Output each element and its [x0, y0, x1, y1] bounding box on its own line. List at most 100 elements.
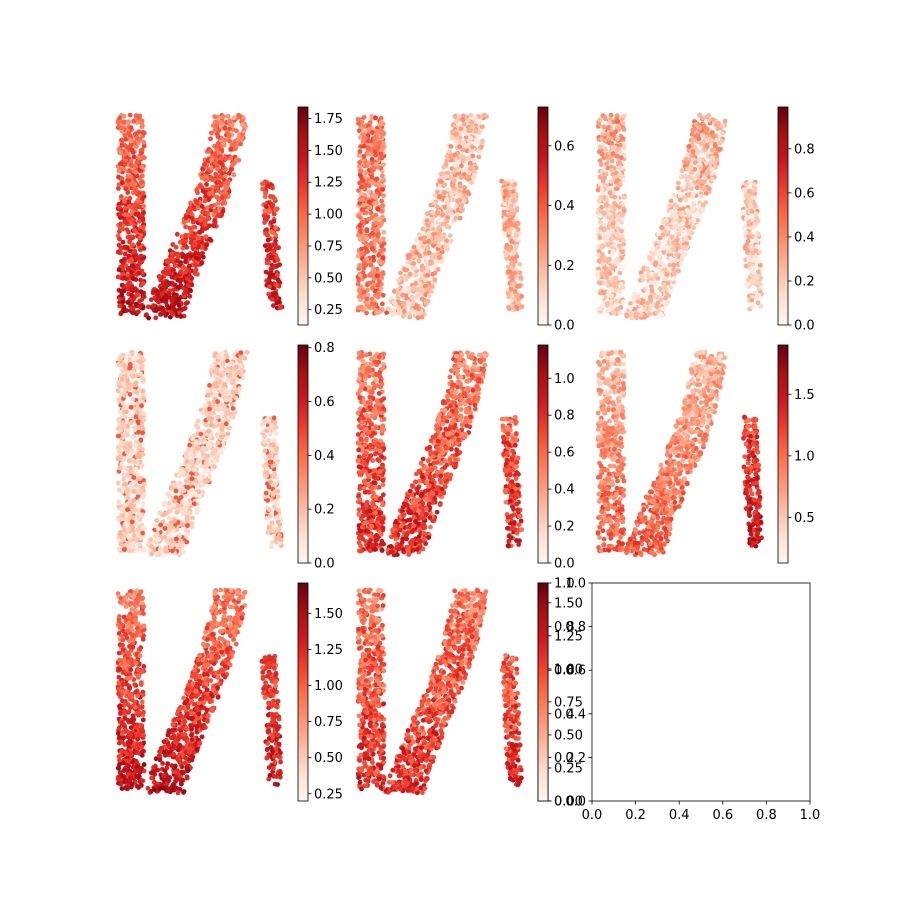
- scatter-point: [749, 208, 755, 214]
- scatter-point: [481, 112, 487, 118]
- scatter-point: [128, 234, 134, 240]
- scatter-point: [270, 249, 276, 255]
- scatter-point: [670, 246, 676, 252]
- scatter-point: [211, 212, 217, 218]
- scatter-point: [141, 139, 147, 145]
- scatter-point: [127, 168, 133, 174]
- scatter-point: [231, 115, 237, 121]
- scatter-point: [603, 171, 609, 177]
- scatter-point: [507, 230, 513, 235]
- scatter-point: [130, 275, 136, 281]
- scatter-point: [667, 288, 673, 294]
- scatter-point: [745, 277, 751, 283]
- scatter-point: [173, 244, 179, 250]
- scatter-point: [162, 282, 167, 288]
- scatter-point: [375, 206, 381, 212]
- scatter-point: [465, 118, 470, 124]
- scatter-point: [219, 170, 225, 176]
- scatter-point: [648, 296, 653, 302]
- scatter-point: [710, 117, 716, 123]
- scatter-point: [655, 244, 660, 250]
- scatter-point: [617, 289, 623, 295]
- scatter-point: [276, 299, 282, 305]
- scatter-point: [181, 242, 187, 248]
- scatter-point: [756, 286, 762, 292]
- scatter-point: [410, 287, 416, 292]
- scatter-point: [134, 287, 139, 293]
- scatter-point: [607, 256, 612, 262]
- scatter-point: [678, 228, 684, 234]
- scatter-points: [595, 112, 764, 321]
- scatter-point: [153, 315, 159, 321]
- scatter-point: [415, 287, 421, 292]
- scatter-point: [215, 134, 221, 140]
- scatter-point: [748, 272, 754, 278]
- scatter-point: [391, 289, 397, 294]
- scatter-point: [264, 257, 270, 262]
- scatter-point: [121, 119, 126, 125]
- scatter-point: [263, 204, 269, 210]
- scatter-point: [122, 251, 128, 257]
- scatter-point: [432, 277, 438, 283]
- scatter-point: [376, 181, 381, 187]
- scatter-point: [271, 438, 277, 443]
- scatter-point: [460, 158, 466, 164]
- scatter-point: [263, 190, 268, 196]
- scatter-point: [434, 259, 440, 265]
- scatter-point: [151, 303, 156, 308]
- scatter-point: [187, 273, 193, 279]
- scatter-point: [273, 282, 279, 288]
- scatter-point: [754, 294, 760, 300]
- scatter-point: [135, 198, 141, 204]
- scatter-point: [695, 173, 700, 179]
- scatter-point: [687, 175, 693, 181]
- colorbar-tick-label: 0.6: [554, 139, 575, 154]
- scatter-point: [169, 256, 175, 262]
- scatter-point: [435, 267, 441, 272]
- scatter-point: [132, 363, 138, 369]
- scatter-point: [361, 265, 367, 271]
- scatter-point: [679, 168, 685, 173]
- scatter-point: [373, 115, 378, 121]
- scatter-point: [163, 313, 169, 318]
- scatter-point: [608, 240, 613, 246]
- scatter-point: [468, 166, 473, 172]
- scatter-point: [448, 144, 454, 149]
- scatter-point: [204, 242, 210, 248]
- scatter-point: [218, 119, 224, 125]
- scatter-point: [599, 204, 604, 210]
- scatter-point: [511, 250, 517, 256]
- scatter-point: [467, 160, 473, 166]
- scatter-point: [139, 164, 145, 170]
- scatter-point: [127, 391, 133, 397]
- scatter-point: [479, 140, 485, 146]
- scatter-point: [355, 305, 361, 311]
- scatter-point: [222, 137, 228, 143]
- scatter-point: [417, 253, 423, 259]
- scatter-point: [141, 246, 147, 251]
- scatter-point: [183, 259, 188, 265]
- scatter-point: [381, 193, 386, 199]
- scatter-point: [460, 147, 466, 153]
- scatter-point: [234, 128, 239, 134]
- scatter-point: [471, 175, 477, 181]
- scatter-point: [140, 225, 146, 230]
- scatter-point: [118, 150, 124, 155]
- scatter-point: [370, 226, 376, 232]
- scatter-point: [510, 262, 516, 268]
- scatter-point: [447, 233, 453, 239]
- scatter-point: [457, 215, 463, 221]
- scatter-point: [424, 265, 430, 271]
- scatter-point: [749, 204, 754, 210]
- scatter-point: [207, 148, 213, 154]
- scatter-point: [228, 146, 234, 152]
- scatter-point: [444, 238, 449, 244]
- scatter-point: [619, 155, 624, 161]
- scatter-point: [149, 551, 155, 557]
- scatter-point: [366, 126, 372, 132]
- colorbar-tick-label: 0.8: [794, 142, 815, 157]
- scatter-point: [207, 187, 212, 193]
- scatter-point: [203, 234, 209, 240]
- scatter-point: [118, 311, 124, 317]
- scatter-point: [600, 271, 605, 277]
